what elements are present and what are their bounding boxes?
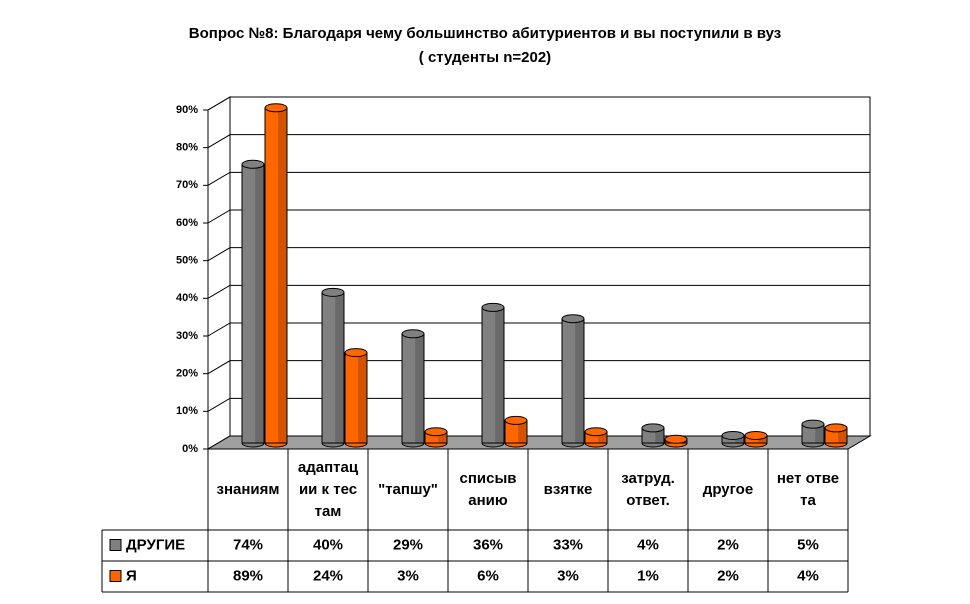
- bar-shade: [358, 352, 367, 443]
- bar-shade: [335, 292, 344, 443]
- y-tick-label: 70%: [176, 179, 198, 191]
- category-cell: взятке: [543, 480, 593, 498]
- bar-top: [241, 159, 265, 169]
- category-cell: адаптации к тестам: [297, 458, 359, 520]
- grid-line: [207, 134, 870, 149]
- value-label: 1%: [637, 567, 659, 584]
- floor: [206, 435, 872, 450]
- chart-title: Вопрос №8: Благодаря чему большинство аб…: [189, 25, 781, 42]
- value-label: 2%: [717, 536, 739, 553]
- x-tick-label: адаптации к тестам: [297, 458, 359, 520]
- bar-top: [321, 287, 345, 297]
- bar-top: [584, 427, 608, 437]
- value-label: 5%: [797, 536, 819, 553]
- value-label: 40%: [313, 536, 343, 553]
- x-tick-label: нет ответа: [776, 469, 840, 509]
- bar-shade: [758, 435, 767, 443]
- bar-top: [744, 430, 768, 440]
- bar-top: [401, 329, 425, 339]
- value-label: 6%: [477, 567, 499, 584]
- value-label: 89%: [233, 567, 263, 584]
- value-label: 3%: [557, 567, 579, 584]
- value-label: 4%: [637, 536, 659, 553]
- grid-line: [207, 322, 870, 337]
- y-tick-label: 30%: [176, 330, 198, 342]
- bar-shade: [278, 107, 287, 444]
- legend-label: ДРУГИЕ: [126, 536, 185, 553]
- bar-top: [641, 423, 665, 433]
- legend-label: Я: [126, 567, 137, 584]
- value-label: 36%: [473, 536, 503, 553]
- y-tick-label: 20%: [176, 368, 198, 380]
- bar-top: [801, 419, 825, 429]
- category-cell: затруд. ответ.: [621, 469, 675, 509]
- category-cell: нет ответа: [776, 469, 840, 509]
- bar-top: [264, 103, 288, 113]
- y-tick-label: 90%: [176, 104, 198, 116]
- value-label: 29%: [393, 536, 423, 553]
- value-label: 74%: [233, 536, 263, 553]
- bar-shade: [735, 435, 744, 443]
- bar-top: [664, 434, 688, 444]
- category-cell: "тапшу": [378, 480, 438, 498]
- category-cell: другое: [702, 480, 754, 498]
- grid-line: [207, 284, 870, 299]
- grid-line: [207, 209, 870, 224]
- category-cell: списыванию: [459, 469, 517, 509]
- x-tick-label: затруд. ответ.: [621, 469, 675, 509]
- x-tick-label: знаниям: [216, 480, 280, 498]
- value-label: 2%: [717, 567, 739, 584]
- bar-shade: [575, 318, 584, 443]
- side-wall: [207, 96, 231, 450]
- bar-top: [824, 423, 848, 433]
- y-tick-label: 50%: [176, 255, 198, 267]
- legend-key: [109, 570, 122, 582]
- bar-top: [721, 430, 745, 440]
- grid-line: [207, 96, 870, 111]
- value-label: 3%: [397, 567, 419, 584]
- chart-subtitle: ( студенты n=202): [419, 49, 551, 66]
- bar-shade: [655, 427, 664, 443]
- bar-top: [344, 348, 368, 358]
- y-tick-label: 80%: [176, 142, 198, 154]
- y-tick-label: 10%: [176, 405, 198, 417]
- x-tick-label: взятке: [543, 480, 593, 498]
- bar-shade: [415, 333, 424, 443]
- bar-top: [481, 302, 505, 312]
- bar-top: [424, 427, 448, 437]
- grid-line: [207, 171, 870, 186]
- value-label: 24%: [313, 567, 343, 584]
- x-tick-label: списыванию: [459, 469, 517, 509]
- bar-top: [504, 415, 528, 425]
- bar-shade: [838, 427, 847, 443]
- x-tick-label: другое: [702, 480, 754, 498]
- bar-shade: [518, 420, 527, 443]
- y-tick-label: 40%: [176, 292, 198, 304]
- category-cell: знаниям: [216, 480, 280, 498]
- grid-line: [207, 360, 870, 375]
- y-tick-label: 0%: [182, 443, 198, 455]
- y-tick-label: 60%: [176, 217, 198, 229]
- value-label: 4%: [797, 567, 819, 584]
- bar-shade: [438, 431, 447, 443]
- x-tick-label: "тапшу": [378, 480, 438, 498]
- value-label: 33%: [553, 536, 583, 553]
- bar-shade: [815, 424, 824, 443]
- grid-line: [207, 247, 870, 262]
- bar-shade: [495, 307, 504, 443]
- legend-key: [109, 539, 122, 551]
- bar-top: [561, 314, 585, 324]
- grid-line: [207, 397, 870, 412]
- bar-shade: [598, 431, 607, 443]
- bar-shade: [255, 164, 264, 443]
